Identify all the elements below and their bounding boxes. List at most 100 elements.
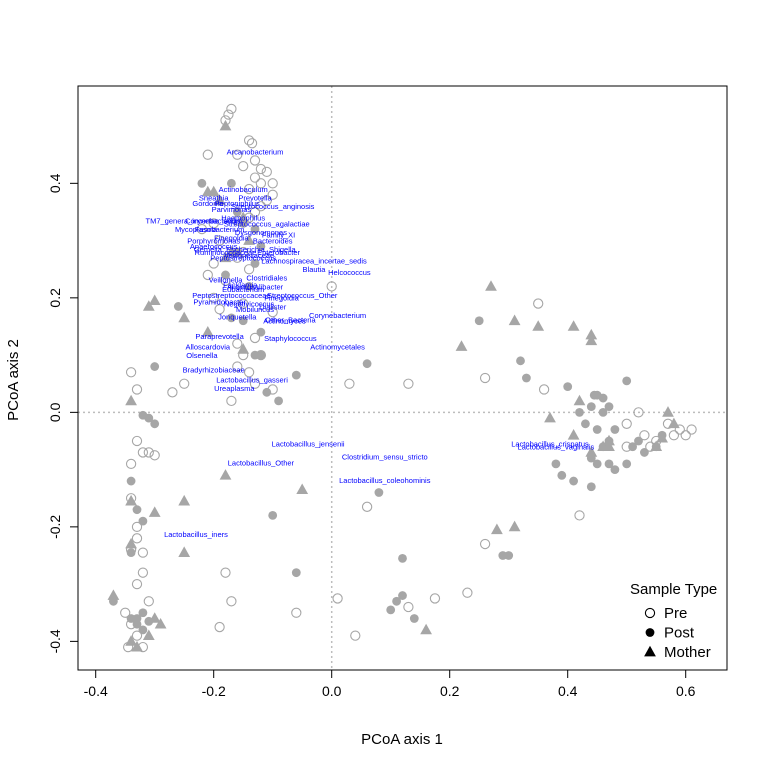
taxon-label: Helcococcus (328, 268, 371, 277)
point-pre (403, 378, 414, 389)
taxon-label: Other_Bacteria (265, 315, 316, 324)
point-pre (125, 458, 137, 470)
y-tick-label: 0.4 (47, 173, 63, 193)
point-post (197, 178, 207, 188)
point-post (256, 241, 266, 251)
point-pre (243, 183, 255, 195)
taxon-label: Clostridiales (246, 274, 287, 283)
point-post (173, 302, 183, 311)
point-pre (238, 298, 249, 309)
point-pre (143, 596, 154, 607)
taxon-label: Finegoldia (264, 294, 299, 303)
point-mother (125, 494, 137, 506)
taxon-label: Staphylococcus (264, 334, 317, 343)
point-mother (585, 334, 598, 346)
point-mother (125, 537, 137, 549)
taxon-label: Peptoniphilus (215, 199, 260, 208)
point-pre (131, 630, 143, 641)
x-tick-label: -0.4 (84, 683, 108, 699)
point-pre (232, 338, 243, 349)
legend-entries: Pre Post Mother (644, 605, 711, 661)
taxon-label: Family_XI (262, 231, 295, 240)
point-post (138, 608, 148, 618)
point-pre (255, 163, 267, 175)
point-pre (639, 430, 650, 441)
point-mother (532, 320, 545, 331)
point-post (256, 327, 266, 337)
point-post (268, 511, 278, 520)
point-pre (344, 378, 355, 389)
point-mother (455, 340, 468, 351)
point-pre (249, 332, 261, 344)
point-pre (246, 138, 258, 149)
point-mother (201, 185, 214, 197)
point-pre (125, 367, 137, 378)
point-pre (249, 172, 261, 183)
taxon-label: Prevotella (238, 194, 272, 203)
taxon-label: Fusobacterium (195, 225, 245, 234)
point-pre (267, 178, 278, 189)
point-post (586, 482, 596, 492)
point-pre (326, 281, 337, 292)
point-post (274, 396, 283, 406)
point-mother (668, 417, 680, 429)
point-mother (544, 411, 556, 423)
point-mother (585, 328, 598, 340)
point-pre (633, 407, 644, 418)
point-post (250, 259, 260, 268)
point-mother (237, 211, 250, 223)
point-pre (137, 447, 149, 458)
point-mother (656, 431, 668, 443)
taxon-label: Bacteroides (253, 236, 293, 245)
taxon-label: Negativicoccus (224, 299, 275, 308)
point-pre (208, 218, 219, 229)
point-post (563, 382, 573, 391)
point-pre (243, 135, 255, 146)
taxon-label: Corynebacterium (309, 311, 366, 320)
point-mother (650, 440, 663, 452)
point-pre (574, 510, 585, 521)
point-pre (208, 292, 219, 303)
legend-entry-mother: Mother (644, 644, 711, 661)
point-post (132, 619, 142, 629)
point-mother (243, 234, 255, 245)
taxon-label: Anaerococcus (190, 242, 238, 251)
point-post (398, 591, 407, 600)
point-pre (223, 109, 234, 120)
point-pre (167, 387, 178, 398)
legend-title: Sample Type (630, 581, 717, 598)
point-mother (508, 520, 521, 532)
taxon-label: Finegoldia (214, 234, 249, 243)
y-tick-label: 0.2 (47, 288, 63, 308)
x-tick-label: -0.2 (202, 683, 226, 699)
point-post (592, 459, 602, 469)
point-pre (149, 450, 160, 461)
point-post (238, 316, 248, 326)
legend-label-mother: Mother (664, 644, 711, 661)
point-post (557, 470, 567, 480)
point-pre (680, 430, 691, 441)
point-pre (261, 195, 272, 206)
taxon-label: Streptococcus_Other (267, 291, 338, 300)
point-pre (131, 521, 143, 533)
taxon-label: Sneathia (199, 194, 229, 203)
taxon-label: Corynebacterium (185, 216, 242, 225)
point-pre (226, 103, 237, 115)
taxon-label: Blautia (303, 265, 327, 274)
legend-label-post: Post (664, 625, 695, 642)
point-post (244, 281, 254, 291)
taxon-label: Lactobacillus_jensenii (272, 440, 345, 449)
point-pre (243, 367, 255, 378)
taxon-label: Lactobacillus_Other (228, 459, 295, 468)
taxon-label: Lachnospiracea_incertae_sedis (261, 256, 367, 265)
taxon-label: Dialister (259, 302, 287, 311)
taxon-label: Parvimonas (212, 205, 252, 214)
point-mother (142, 629, 155, 640)
point-pre (120, 607, 131, 618)
point-pre (226, 596, 237, 607)
legend-marker-post (645, 628, 655, 637)
point-post (598, 393, 608, 403)
point-mother (237, 343, 250, 354)
point-post (604, 459, 614, 469)
